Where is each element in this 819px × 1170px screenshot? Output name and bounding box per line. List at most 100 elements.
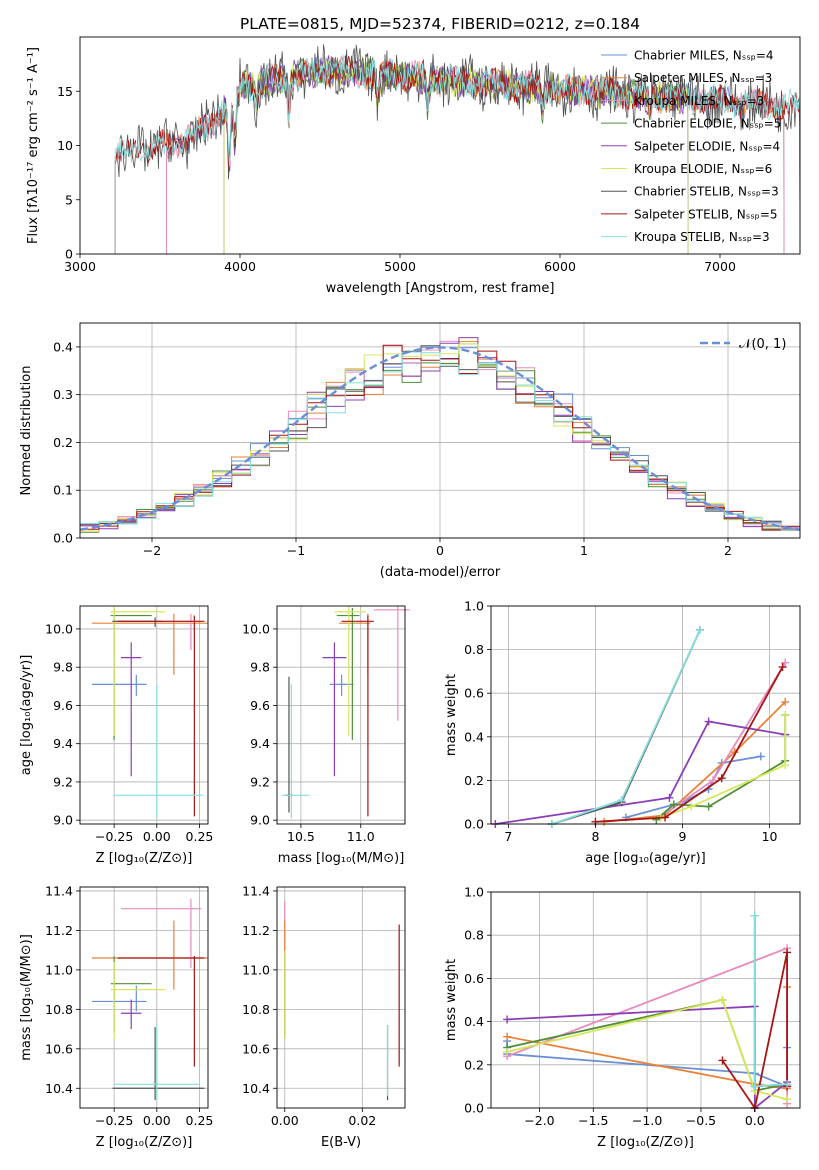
legend-label: Kroupa MILES, Nₛₛₚ=3 <box>634 94 764 108</box>
y-tick-label: 9.4 <box>53 736 73 751</box>
x-tick-label: 6000 <box>544 259 576 274</box>
legend-label-normal: 𝒩(0, 1) <box>739 337 786 352</box>
legend-label: Chabrier MILES, Nₛₛₚ=4 <box>634 49 774 63</box>
weight-marker-cMILES <box>756 752 765 761</box>
y-tick-label: 0.4 <box>464 1014 484 1029</box>
y-tick-label: 10.4 <box>242 1081 270 1096</box>
x-tick-label: −0.25 <box>95 829 133 844</box>
y-tick-label: 9.8 <box>53 660 73 675</box>
x-tick-label: 0.00 <box>271 1113 299 1128</box>
x-tick-label: 10 <box>762 829 778 844</box>
y-tick-label: 0.4 <box>464 729 484 744</box>
x-tick-label: 0.25 <box>186 1113 214 1128</box>
weight-line-kELODIE <box>660 715 787 819</box>
x-tick-label: −2 <box>143 543 161 558</box>
weight-marker-kELODIE <box>718 996 727 1004</box>
y-tick-label: 10.8 <box>242 1002 270 1017</box>
y-tick-label: 9.2 <box>53 774 73 789</box>
y-tick-label: 0.1 <box>53 483 73 498</box>
x-axis-label: Z [log₁₀(Z/Z⊙)] <box>597 1135 694 1150</box>
panel-mass_vs_Z: −0.25 0.00 0.25 10.4 10.6 10.8 11.0 11.2 11.4 Z [… <box>19 883 213 1150</box>
residuals-legend: 𝒩(0, 1) <box>700 337 786 352</box>
y-tick-label: 10.6 <box>242 1041 270 1056</box>
axes-frame <box>490 605 801 825</box>
weight-marker-kELODIE <box>687 802 696 811</box>
y-tick-label: 11.4 <box>45 883 73 898</box>
panel-age_vs_Z: −0.25 0.00 0.25 9.0 9.2 9.4 9.6 9.8 10.0 Z [log₁₀… <box>19 605 214 866</box>
plot-area-residuals <box>79 337 801 538</box>
y-tick-label: 9.6 <box>53 698 73 713</box>
panel-massweight_vs_Z: −2.0 −1.5 −1.0 −0.5 0.0 0.0 0.2 0.4 0.6 0.8 1.0 Z [… <box>444 885 801 1150</box>
x-axis-label: age [log₁₀(age/yr)] <box>585 851 706 866</box>
y-tick-label: 0.8 <box>464 642 484 657</box>
y-tick-label: 0.6 <box>464 686 484 701</box>
y-tick-label: 0.8 <box>464 928 484 943</box>
weight-marker-sSTELIB <box>778 663 787 672</box>
weight-marker-cELODIE <box>652 815 661 824</box>
x-tick-label: 1 <box>580 543 588 558</box>
x-tick-label: 0.25 <box>186 829 214 844</box>
legend-label: Kroupa STELIB, Nₛₛₚ=3 <box>634 230 770 244</box>
plot-area-massweight_vs_age <box>491 625 790 828</box>
legend-label: Salpeter ELODIE, Nₛₛₚ=4 <box>634 139 780 153</box>
weight-marker-sMILES <box>781 697 790 706</box>
x-tick-label: 7000 <box>704 259 736 274</box>
axes-frame <box>79 605 209 825</box>
weight-marker-sELODIE <box>665 793 674 802</box>
weight-line-sSTELIB <box>721 952 788 1111</box>
weight-marker-sSTELIB <box>783 948 792 957</box>
panel-residuals: −2 −1 0 1 2 0.0 0.1 0.2 0.3 0.4 (data-model)/error… <box>19 322 801 580</box>
x-tick-label: −1 <box>287 543 305 558</box>
y-tick-label: 0.6 <box>464 971 484 986</box>
plot-area-age_vs_Z <box>91 606 208 819</box>
y-tick-label: 0.4 <box>53 339 73 354</box>
weight-marker-kELODIE <box>781 711 790 719</box>
y-axis-label: Flux [fλ10⁻¹⁷ erg cm⁻² s⁻¹ A⁻¹] <box>26 47 41 244</box>
x-tick-label: −2.0 <box>524 1113 554 1128</box>
weight-marker-kSTELIB <box>783 1080 792 1089</box>
y-tick-label: 0.2 <box>464 1057 484 1072</box>
x-axis-label: mass [log₁₀(M/M⊙)] <box>278 851 405 866</box>
spectrum-line-sSTELIB <box>114 55 800 254</box>
y-tick-label: 10.0 <box>242 621 270 636</box>
x-tick-label: −0.5 <box>686 1113 716 1128</box>
weight-marker-cELODIE <box>669 800 678 809</box>
spectrum-line-kSTELIB <box>114 54 800 254</box>
x-tick-label: 10.5 <box>287 829 315 844</box>
weight-marker-sSTELIB <box>717 774 726 783</box>
y-tick-label: 11.4 <box>242 883 270 898</box>
figure-title: PLATE=0815, MJD=52374, FIBERID=0212, z=0… <box>240 15 640 33</box>
y-tick-label: 9.6 <box>250 698 270 713</box>
spectrum-legend: Chabrier MILES, Nₛₛₚ=4 Salpeter MILES, Nₛ… <box>601 49 781 244</box>
weight-marker-sELODIE <box>503 1015 512 1024</box>
y-tick-label: 9.0 <box>250 813 270 828</box>
x-tick-label: 0.02 <box>348 1113 376 1128</box>
y-tick-label: 10.6 <box>45 1041 73 1056</box>
axes-frame <box>490 891 801 1109</box>
x-tick-label: 5000 <box>384 259 416 274</box>
panel-age_vs_mass: 10.5 11.0 9.0 9.2 9.4 9.6 9.8 10.0 mass [log₁₀(M… <box>242 605 410 866</box>
y-tick-label: 1.0 <box>464 885 484 900</box>
x-tick-label: 9 <box>679 829 687 844</box>
weight-marker-sSTELIB <box>661 813 670 822</box>
x-axis-label: Z [log₁₀(Z/Z⊙)] <box>96 1135 193 1150</box>
axes-frame <box>276 605 406 825</box>
y-tick-label: 9.8 <box>250 660 270 675</box>
y-axis-label: Normed distribution <box>19 366 34 496</box>
weight-marker-kELODIE <box>781 761 790 770</box>
weight-line-kELODIE <box>506 998 788 1101</box>
histogram-kSTELIB <box>79 351 800 538</box>
weight-marker-kMILES <box>781 658 790 667</box>
legend-label: Kroupa ELODIE, Nₛₛₚ=6 <box>634 162 772 176</box>
weight-marker-cELODIE <box>704 802 713 811</box>
weight-marker-kSTELIB <box>750 911 759 920</box>
y-tick-label: 11.2 <box>242 923 270 938</box>
legend-label: Chabrier STELIB, Nₛₛₚ=3 <box>634 185 779 199</box>
y-tick-label: 10.0 <box>45 621 73 636</box>
x-axis-label: wavelength [Angstrom, rest frame] <box>326 281 555 296</box>
x-tick-label: 7 <box>504 829 512 844</box>
y-tick-label: 5 <box>65 192 73 207</box>
y-tick-label: 0.0 <box>53 531 73 546</box>
y-axis-label: mass weight <box>444 674 459 756</box>
x-tick-label: 0.0 <box>745 1113 765 1128</box>
